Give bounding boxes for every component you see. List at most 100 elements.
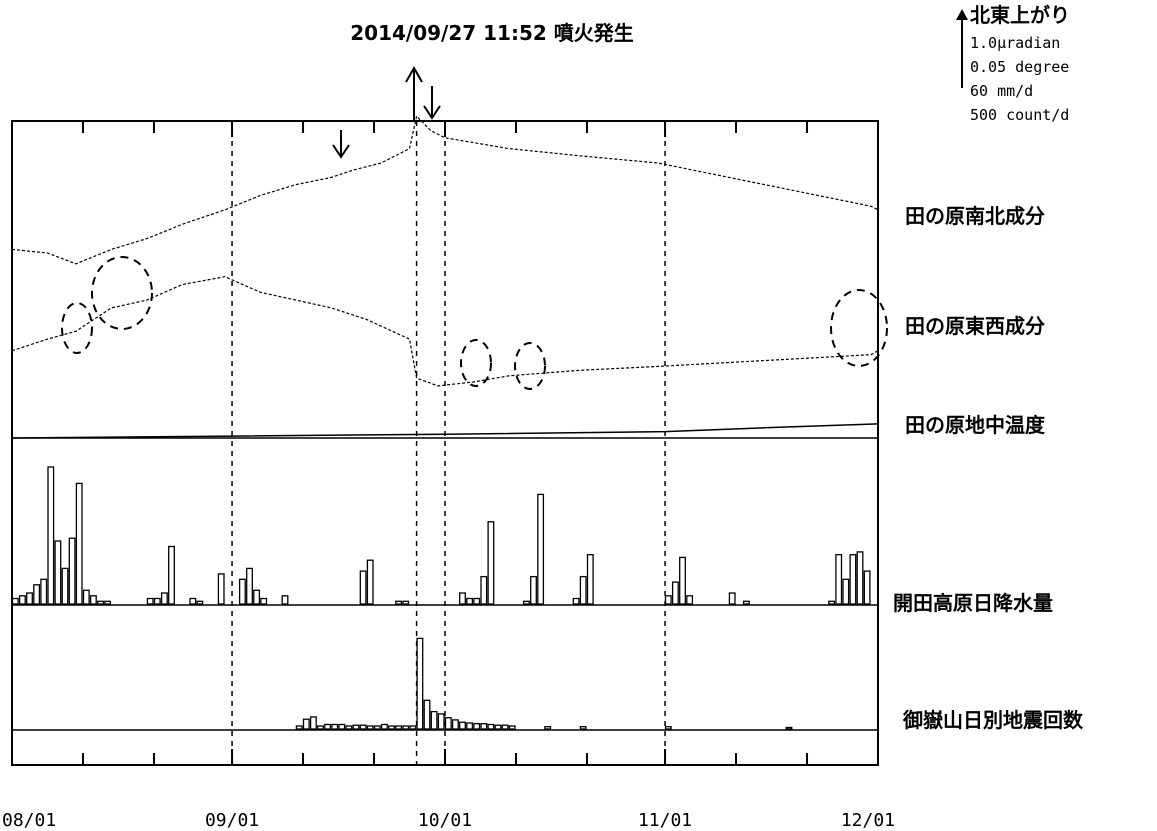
rain-bar: [196, 600, 204, 605]
rain-bar: [742, 600, 750, 605]
rain-bar: [97, 600, 104, 605]
rain-bar: [153, 597, 161, 605]
series-label-temp: 田の原地中温度: [905, 413, 1046, 437]
quake-bar: [466, 722, 474, 730]
highlight-circle: [61, 302, 93, 354]
quake-bar: [459, 721, 466, 730]
rain-bar: [253, 589, 261, 605]
rain-bar: [18, 595, 26, 605]
rain-bar: [686, 595, 694, 605]
rain-bar: [61, 567, 69, 605]
rain-bar: [664, 595, 672, 605]
rain-bar: [160, 592, 168, 605]
rain-bar: [473, 597, 481, 605]
rain-bar: [459, 592, 466, 605]
quake-bar: [494, 724, 502, 730]
event-arrow-down: [332, 130, 350, 159]
rain-bar: [679, 556, 686, 605]
quake-bar: [544, 726, 552, 730]
scale-line-4: 500 count/d: [970, 106, 1069, 124]
rain-bar: [168, 545, 175, 605]
series-label-rain: 開田高原日降水量: [893, 591, 1053, 615]
scale-direction-label: 北東上がり: [970, 3, 1070, 27]
series-ew-line: [11, 276, 879, 387]
rain-bar: [856, 551, 864, 605]
series-label-ns: 田の原南北成分: [905, 204, 1045, 228]
x-tick-label: 11/01: [638, 810, 692, 831]
quake-bar: [473, 723, 481, 730]
series-label-quake: 御嶽山日別地震回数: [902, 708, 1084, 732]
rain-bar: [487, 521, 495, 605]
quake-bar: [664, 726, 672, 730]
quake-bar: [409, 725, 417, 730]
quake-bar: [508, 725, 516, 730]
rain-bar: [537, 493, 545, 605]
rain-bar: [842, 578, 850, 605]
rain-bar: [586, 554, 594, 605]
chart-title: 2014/09/27 11:52 噴火発生: [350, 21, 634, 45]
quake-bar: [395, 725, 403, 730]
rain-bar: [466, 597, 474, 605]
rain-bar: [572, 597, 580, 605]
x-tick-label: 12/01: [841, 810, 895, 831]
rain-bar: [246, 567, 253, 605]
rain-bar: [863, 570, 871, 605]
rain-bar: [281, 595, 289, 605]
quake-bar: [309, 716, 317, 730]
quake-bar: [416, 637, 424, 730]
quake-bar: [402, 725, 410, 730]
rain-bar: [68, 537, 76, 605]
rain-bar: [359, 570, 367, 605]
rain-bar: [522, 600, 530, 605]
highlight-circle: [514, 342, 546, 390]
eruption-arrow-down: [423, 86, 441, 120]
rain-bar: [395, 600, 403, 605]
rain-bar: [849, 554, 857, 605]
rain-bar: [26, 592, 33, 605]
rain-bar: [480, 575, 488, 605]
rain-bar: [75, 482, 83, 605]
quake-bar: [366, 725, 374, 730]
rain-bar: [671, 581, 679, 605]
rain-bar: [835, 554, 843, 605]
highlight-circle: [91, 256, 153, 330]
rain-bar: [47, 466, 55, 605]
quake-bar: [352, 724, 360, 730]
quake-bar: [302, 718, 310, 730]
scale-line-1: 1.0μradian: [970, 34, 1060, 52]
quake-bar: [430, 710, 438, 730]
quake-bar: [295, 725, 303, 730]
quake-bar: [331, 723, 339, 730]
quake-bar: [423, 699, 431, 730]
rain-bar: [366, 559, 374, 605]
scale-line-2: 0.05 degree: [970, 58, 1069, 76]
highlight-circle: [830, 289, 888, 367]
rain-bar: [828, 600, 836, 605]
series-temp-line: [11, 423, 879, 439]
x-tick-label: 08/01: [2, 810, 56, 831]
rain-bar: [402, 600, 410, 605]
eruption-arrow-up: [405, 65, 423, 122]
rain-bar: [11, 597, 19, 605]
quake-bar: [324, 723, 332, 730]
quake-bar: [451, 719, 459, 730]
x-tick-label: 09/01: [205, 810, 259, 831]
quake-bar: [373, 725, 381, 730]
quake-bar: [380, 723, 388, 730]
rain-bar: [579, 575, 587, 605]
rain-bar: [40, 578, 48, 605]
rain-bar: [89, 595, 97, 605]
rain-bar: [54, 540, 62, 605]
highlight-circles: [61, 256, 888, 390]
rain-bar: [728, 592, 736, 605]
quake-bar: [338, 723, 346, 730]
x-tick-label: 10/01: [418, 810, 472, 831]
quake-bar: [785, 726, 793, 730]
quake-bar: [579, 726, 587, 730]
quake-bar: [345, 725, 353, 730]
quake-bar: [501, 724, 509, 730]
scale-line-3: 60 mm/d: [970, 82, 1033, 100]
highlight-circle: [460, 339, 492, 387]
scale-legend: 北東上がり 1.0μradian 0.05 degree 60 mm/d 500…: [956, 3, 1070, 124]
